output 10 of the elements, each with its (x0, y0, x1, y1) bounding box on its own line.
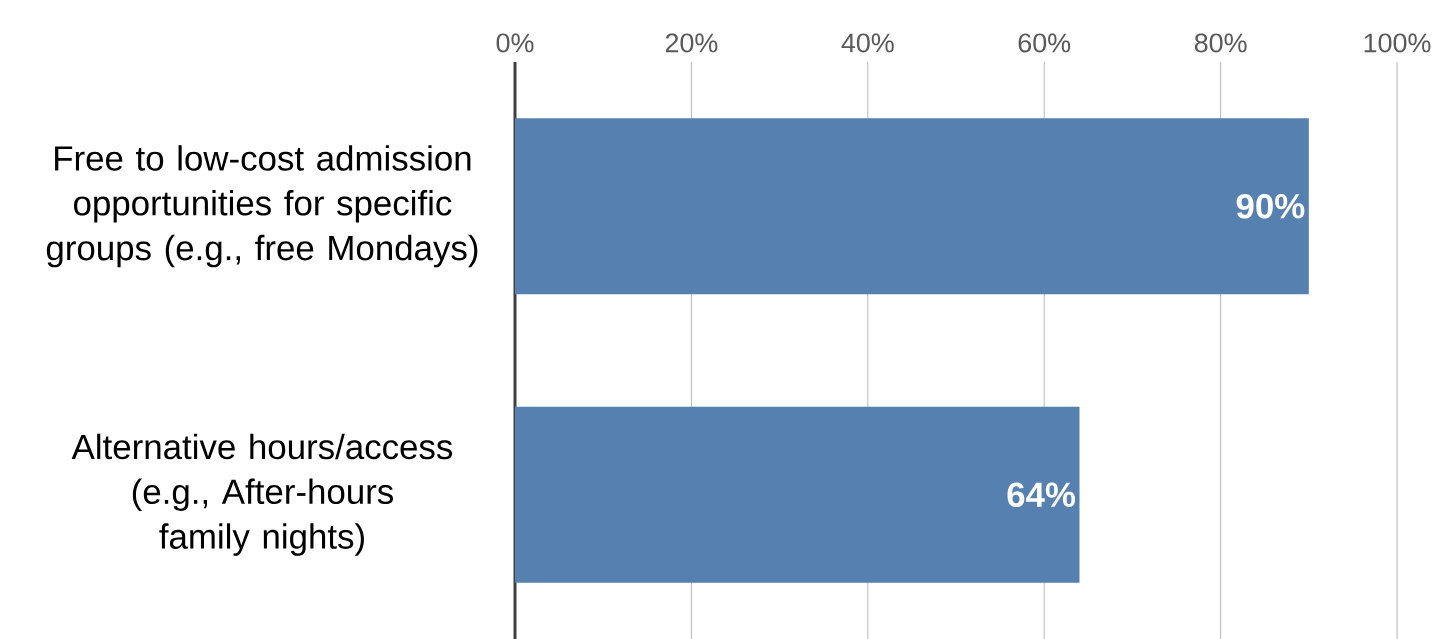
y-tick-label: Free to low-cost admission opportunities for specific groups (e.g., free Mondays) (46, 145, 478, 268)
x-tick-label: 0% (496, 33, 534, 53)
x-tick-label: 100% (1364, 33, 1431, 53)
data-label: 90% (1236, 193, 1305, 219)
x-tick-label: 40% (841, 33, 894, 53)
x-tick-label: 80% (1194, 33, 1247, 53)
x-tick-label: 20% (665, 33, 718, 53)
x-tick-label: 60% (1018, 33, 1071, 53)
data-label: 64% (1007, 482, 1076, 508)
y-tick-label: Alternative hours/access (e.g., After-hours family nights) (71, 433, 453, 556)
